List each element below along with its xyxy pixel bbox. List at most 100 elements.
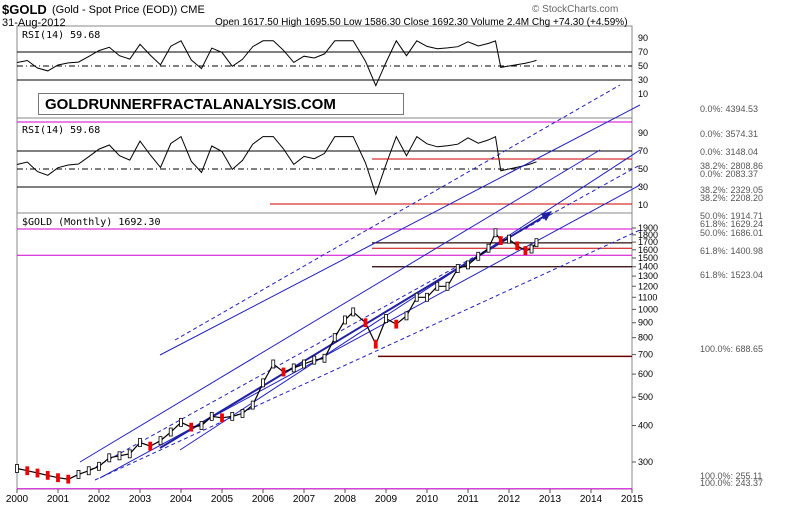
y-tick-label: 1400	[638, 262, 658, 272]
fib-label: 0.0%: 2083.37	[700, 169, 758, 179]
price-candle	[250, 400, 255, 410]
channel-line	[94, 229, 641, 481]
price-candle	[158, 436, 163, 446]
price-candle	[529, 244, 534, 254]
fib-label: 50.0%: 1914.71	[700, 211, 763, 221]
price-candle	[302, 359, 306, 369]
y-tick-label: 1700	[638, 237, 658, 247]
channel-line	[179, 149, 641, 451]
price-candle	[240, 409, 245, 418]
rsi-tick-label: 50	[638, 164, 648, 174]
symbol-description: (Gold - Spot Price (EOD)) CME	[52, 4, 205, 16]
price-candle	[435, 281, 440, 291]
x-tick-label: 2013	[539, 494, 562, 505]
channel-line	[159, 104, 641, 356]
y-tick-label: 600	[638, 369, 653, 379]
price-candle	[476, 251, 481, 261]
quote-line: Open 1617.50 High 1695.50 Low 1586.30 Cl…	[215, 17, 628, 28]
rsi-tick-label: 50	[638, 61, 648, 71]
price-candle	[168, 427, 173, 437]
price-candle	[15, 464, 19, 473]
price-candle	[56, 473, 60, 483]
price-candle	[261, 378, 265, 388]
y-tick-label: 1800	[638, 230, 658, 240]
fib-label: 38.2%: 2329.05	[700, 185, 763, 195]
price-candle	[25, 466, 30, 476]
x-tick-label: 2005	[211, 494, 234, 505]
y-tick-label: 500	[638, 392, 653, 402]
fib-label: 0.0%: 3148.04	[700, 147, 758, 157]
chart-date: 31-Aug-2012	[2, 17, 66, 29]
price-candle	[332, 333, 337, 343]
price-candle	[498, 236, 503, 246]
x-tick-label: 2009	[375, 494, 398, 505]
channel-line	[89, 164, 641, 471]
x-tick-label: 2002	[88, 494, 111, 505]
price-candle	[394, 319, 399, 329]
price-candle	[76, 470, 81, 479]
x-tick-label: 2000	[6, 494, 29, 505]
y-tick-label: 900	[638, 318, 653, 328]
price-candle	[486, 243, 491, 253]
y-tick-label: 300	[638, 457, 653, 467]
price-candle	[45, 470, 50, 480]
price-candle	[35, 468, 40, 478]
x-tick-label: 2004	[170, 494, 193, 505]
price-label: $GOLD (Monthly) 1692.30	[22, 217, 161, 228]
rsi2-label: RSI(14) 59.68	[22, 125, 101, 136]
rsi-tick-label: 90	[638, 128, 648, 138]
x-tick-label: 2006	[252, 494, 275, 505]
channel-line	[79, 149, 601, 463]
y-tick-label: 700	[638, 350, 653, 360]
rsi1-label: RSI(14) 59.68	[22, 30, 101, 41]
price-candle	[66, 474, 71, 484]
price-candle	[363, 318, 368, 328]
symbol-title: $GOLD	[2, 2, 47, 17]
fib-label: 0.0%: 3574.31	[700, 129, 758, 139]
price-candle	[425, 292, 429, 302]
rsi-tick-label: 10	[638, 200, 648, 210]
x-tick-label: 2012	[498, 494, 521, 505]
y-tick-label: 800	[638, 333, 653, 343]
x-tick-label: 2003	[129, 494, 152, 505]
price-candle	[343, 315, 347, 325]
y-tick-label: 1600	[638, 245, 658, 255]
price-candle	[97, 461, 101, 471]
price-candle	[209, 411, 214, 421]
fib-label: 38.2%: 2808.86	[700, 161, 763, 171]
watermark: © StockCharts.com	[532, 4, 619, 15]
price-candle	[291, 363, 296, 373]
price-candle	[523, 246, 528, 255]
y-tick-label: 1000	[638, 304, 658, 314]
price-candle	[373, 339, 378, 349]
price-candle	[220, 413, 224, 423]
fib-label: 100.0%: 243.37	[700, 478, 763, 488]
fib-label: 0.0%: 4394.53	[700, 104, 758, 114]
rsi-tick-label: 70	[638, 47, 648, 57]
price-candle	[230, 411, 235, 421]
price-candle	[281, 367, 286, 377]
price-candle	[138, 438, 142, 447]
price-candle	[312, 355, 317, 365]
x-tick-label: 2008	[334, 494, 357, 505]
fib-label: 61.8%: 1400.98	[700, 246, 763, 256]
price-candle	[515, 241, 520, 251]
price-candle	[199, 421, 204, 430]
x-tick-label: 2001	[47, 494, 70, 505]
price-candle	[404, 311, 409, 321]
y-tick-label: 1900	[638, 223, 658, 233]
price-candle	[107, 453, 112, 463]
price-candle	[455, 264, 460, 273]
price-candle	[384, 314, 388, 323]
x-tick-label: 2014	[580, 494, 603, 505]
price-candle	[493, 228, 498, 238]
y-tick-label: 1500	[638, 253, 658, 263]
fib-label: 100.0%: 255.11	[700, 471, 762, 481]
rsi2-line	[16, 135, 537, 196]
price-candle	[189, 422, 194, 432]
price-candle	[351, 307, 356, 317]
y-tick-label: 1100	[638, 292, 657, 302]
price-candle	[127, 449, 132, 459]
x-tick-label: 2007	[293, 494, 316, 505]
